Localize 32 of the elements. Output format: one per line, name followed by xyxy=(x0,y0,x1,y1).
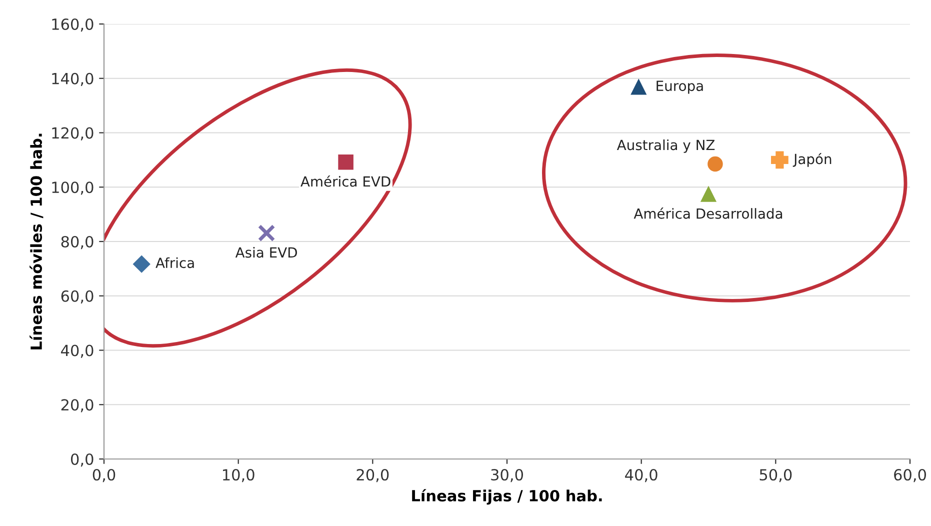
x-tick-label: 10,0 xyxy=(223,468,254,482)
x-axis-title: Líneas Fijas / 100 hab. xyxy=(412,489,602,505)
series-label: América EVD xyxy=(300,175,390,187)
x-tick-label: 30,0 xyxy=(491,468,523,482)
series-label: Europa xyxy=(656,80,703,94)
point xyxy=(133,256,150,273)
y-tick-label: 140,0 xyxy=(52,72,94,86)
series-label: América Desarrollada xyxy=(634,208,782,219)
y-tick-label: 40,0 xyxy=(61,344,94,358)
y-tick-label: 120,0 xyxy=(52,127,94,140)
y-tick-label: 20,0 xyxy=(61,399,94,412)
series-label: Japón xyxy=(792,152,832,167)
y-tick-label: 100,0 xyxy=(52,182,94,195)
x-tick-label: 20,0 xyxy=(356,468,389,482)
point xyxy=(631,79,646,95)
x-tick-label: 60,0 xyxy=(894,468,926,482)
y-tick-label: 0,0 xyxy=(70,453,94,467)
x-tick-label: 50,0 xyxy=(760,468,792,482)
x-tick-label: 40,0 xyxy=(625,468,658,482)
series-label: Australia y NZ xyxy=(616,139,715,153)
series-label: Africa xyxy=(156,257,194,268)
y-tick-label: 80,0 xyxy=(61,236,94,250)
y-tick-label: 60,0 xyxy=(61,290,94,304)
x-tick-label: 0,0 xyxy=(92,468,116,482)
point xyxy=(338,154,354,170)
point xyxy=(708,156,723,172)
point xyxy=(258,224,276,242)
y-tick-label: 160,0 xyxy=(52,18,94,32)
series-label: Asia EVD xyxy=(235,246,297,258)
point xyxy=(700,186,716,202)
point xyxy=(771,151,788,169)
y-axis-title: Líneas móviles / 100 hab. xyxy=(30,134,44,350)
